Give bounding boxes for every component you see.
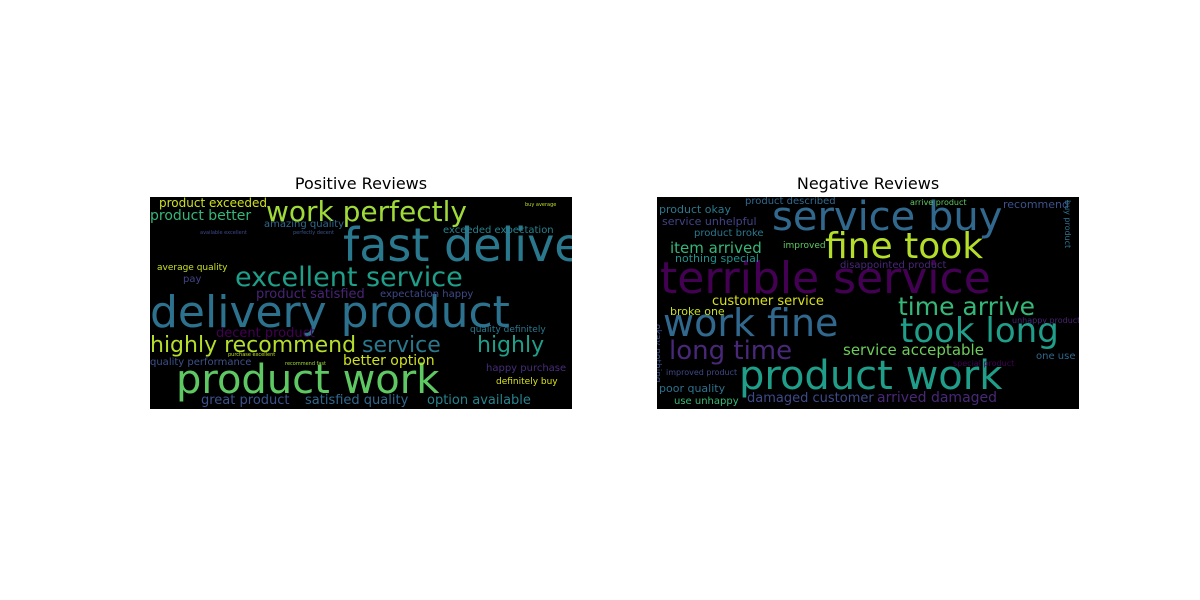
negative-word: product described xyxy=(745,197,836,207)
negative-word: service unhelpful xyxy=(662,215,757,228)
negative-word: service acceptable xyxy=(843,341,984,359)
negative-word: special product xyxy=(953,359,1015,368)
positive-word: amazing quality xyxy=(264,219,345,230)
negative-word: product okay xyxy=(659,203,731,216)
positive-word: average quality xyxy=(157,263,228,273)
negative-word: damaged customer xyxy=(747,391,874,406)
negative-word: took long xyxy=(900,311,1059,351)
negative-word: product work xyxy=(739,353,1003,399)
positive-word: perfectly decent xyxy=(293,230,334,236)
positive-word: product satisfied xyxy=(256,287,365,302)
positive-word: recommend fast xyxy=(285,361,326,367)
positive-word: highly xyxy=(477,333,545,358)
negative-word: use unhappy xyxy=(674,396,739,407)
negative-word: work fine xyxy=(663,301,839,345)
positive-word: fast delivery xyxy=(343,218,572,272)
negative-word: okay nothing xyxy=(657,324,662,383)
positive-word: buy average xyxy=(525,202,557,208)
negative-word: arrived damaged xyxy=(877,390,998,406)
positive-word: pay xyxy=(183,274,202,285)
positive-word: work perfectly xyxy=(266,197,467,228)
negative-word: broke one xyxy=(670,305,725,318)
positive-word: product better xyxy=(150,208,252,224)
positive-word: quality performance xyxy=(150,357,252,368)
positive-word: product work xyxy=(176,357,440,403)
positive-word: purchase excellent xyxy=(228,352,276,358)
positive-word: better option xyxy=(343,353,435,369)
negative-word: buy product xyxy=(1063,200,1072,249)
negative-word: improved product xyxy=(666,368,738,377)
negative-word: improved xyxy=(783,241,826,251)
negative-word: long time xyxy=(669,336,793,366)
positive-panel-title: Positive Reviews xyxy=(294,174,428,193)
negative-word: fine took xyxy=(825,226,984,267)
positive-word: product exceeded xyxy=(159,197,268,210)
negative-word: terrible service xyxy=(660,253,991,304)
negative-word: unhappy product xyxy=(1012,316,1079,325)
positive-word: quality definitely xyxy=(470,325,546,335)
negative-word: service buy xyxy=(772,197,1003,240)
positive-word: decent product xyxy=(216,326,315,341)
negative-wordcloud: terrible service service buy fine took work… xyxy=(657,197,1079,409)
positive-word: great product xyxy=(201,393,290,408)
negative-word: customer service xyxy=(712,294,824,309)
positive-word: definitely buy xyxy=(496,377,558,387)
negative-word: arrive product xyxy=(910,198,967,207)
positive-word: happy purchase xyxy=(486,363,567,374)
negative-word: poor quality xyxy=(659,382,726,395)
negative-word: time arrive xyxy=(898,292,1035,321)
positive-word: available excellent xyxy=(200,230,247,236)
negative-word: product broke xyxy=(694,228,764,239)
positive-word: option available xyxy=(427,393,531,408)
negative-word: one use xyxy=(1036,351,1076,362)
negative-word: disappointed product xyxy=(840,260,947,271)
positive-word: satisfied quality xyxy=(305,393,409,408)
positive-word: highly recommend xyxy=(150,333,357,358)
negative-word: recommend xyxy=(1003,198,1069,211)
positive-word: service xyxy=(362,333,441,358)
positive-word: excellent service xyxy=(235,262,463,293)
positive-word: delivery product xyxy=(150,287,510,338)
positive-wordcloud: fast delivery delivery product product wor… xyxy=(150,197,572,409)
negative-panel-title: Negative Reviews xyxy=(796,174,940,193)
positive-word: expectation happy xyxy=(380,289,474,300)
negative-word: nothing special xyxy=(675,252,759,265)
negative-word: item arrived xyxy=(670,239,762,257)
positive-word: exceeded expectation xyxy=(443,225,554,236)
